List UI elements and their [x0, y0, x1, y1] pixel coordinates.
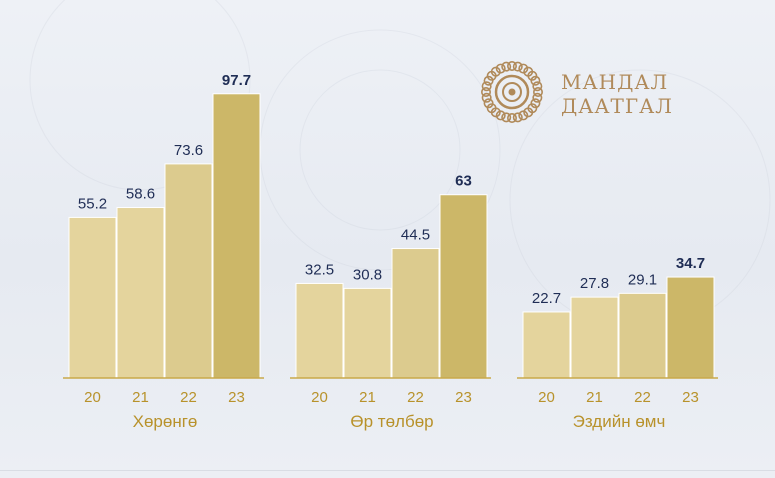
- group-label: Хөрөнгө: [133, 412, 198, 431]
- sun-ray: [495, 63, 506, 74]
- sun-ray: [532, 86, 543, 97]
- sun-ray: [512, 61, 523, 72]
- bar: [618, 292, 667, 379]
- group-label: Эздийн өмч: [573, 412, 666, 431]
- sun-ray: [523, 107, 534, 118]
- x-tick-label: 22: [407, 389, 424, 406]
- data-label: 34.7: [676, 255, 705, 272]
- x-tick-label: 23: [682, 389, 699, 406]
- sun-ray: [501, 112, 512, 123]
- company-logo: МАНДАЛ ДААТГАЛ: [476, 58, 676, 128]
- data-label: 63: [455, 173, 472, 190]
- sun-ray: [527, 70, 538, 81]
- x-tick-label: 22: [634, 389, 651, 406]
- x-tick-label: 22: [180, 389, 197, 406]
- data-label: 58.6: [126, 186, 155, 203]
- logo-text-line1: МАНДАЛ: [561, 70, 669, 94]
- data-label: 27.8: [580, 275, 609, 292]
- group-label: Өр төлбөр: [350, 412, 433, 431]
- sun-ray: [501, 61, 512, 72]
- sun-ray: [530, 75, 541, 86]
- sun-ray: [495, 110, 506, 121]
- x-tick-label: 21: [132, 389, 149, 406]
- sun-ray: [490, 66, 501, 77]
- data-label: 44.5: [401, 227, 430, 244]
- sun-ray: [518, 63, 529, 74]
- data-label: 97.7: [222, 72, 251, 89]
- data-label: 22.7: [532, 290, 561, 307]
- x-tick-label: 21: [586, 389, 603, 406]
- sun-ray: [481, 86, 491, 97]
- sun-ray: [518, 110, 529, 121]
- bar: [68, 216, 117, 379]
- sun-ray: [483, 98, 494, 109]
- x-tick-label: 21: [359, 389, 376, 406]
- sun-ray: [532, 92, 543, 103]
- mandala-sun-icon: [481, 61, 543, 123]
- data-label: 73.6: [174, 142, 203, 159]
- bar: [343, 287, 392, 379]
- data-label: 29.1: [628, 271, 657, 288]
- data-label: 55.2: [78, 195, 107, 212]
- bar: [391, 248, 440, 379]
- sun-ray: [506, 61, 517, 71]
- logo-text-line2: ДААТГАЛ: [561, 94, 673, 118]
- x-tick-label: 20: [538, 389, 555, 406]
- bar: [212, 93, 261, 379]
- sun-ray: [483, 75, 494, 86]
- x-tick-label: 23: [228, 389, 245, 406]
- sun-ray: [486, 103, 497, 114]
- sun-ray: [481, 92, 492, 103]
- bar: [439, 194, 488, 379]
- bar: [666, 276, 715, 379]
- sun-ray: [506, 112, 517, 123]
- data-label: 30.8: [353, 266, 382, 283]
- sun-ray: [530, 98, 541, 109]
- bottom-divider: [0, 470, 775, 471]
- x-tick-label: 20: [84, 389, 101, 406]
- bar: [570, 296, 619, 379]
- x-tick-label: 23: [455, 389, 472, 406]
- bar: [164, 163, 213, 379]
- sun-ray: [512, 112, 523, 123]
- x-tick-label: 20: [311, 389, 328, 406]
- data-label: 32.5: [305, 261, 334, 278]
- sun-ray: [532, 81, 543, 92]
- bar: [522, 311, 571, 379]
- sun-ray: [481, 81, 492, 92]
- bar: [116, 207, 165, 379]
- bar: [295, 282, 344, 379]
